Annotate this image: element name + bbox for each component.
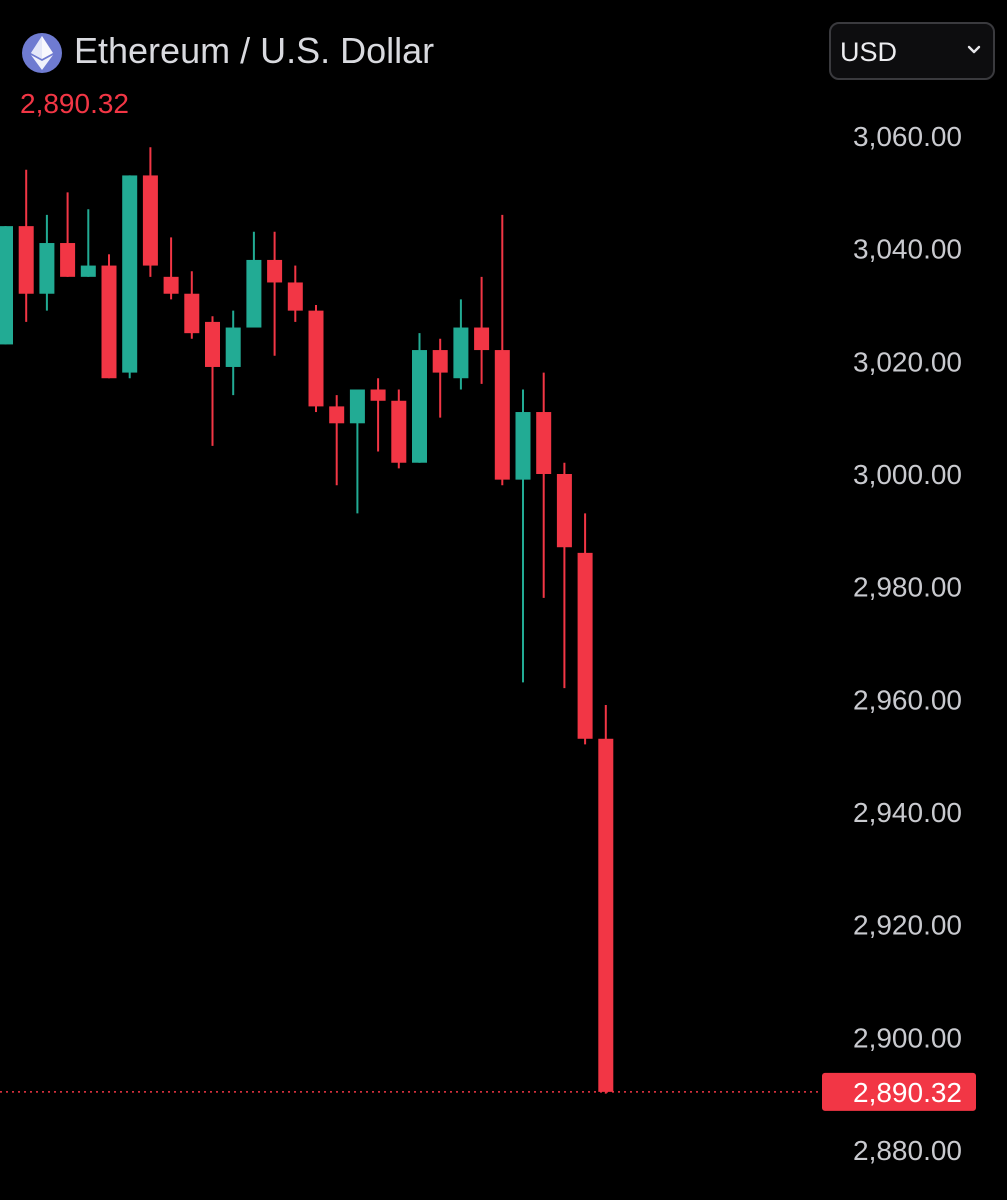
candle-body (515, 412, 531, 480)
candle-body (349, 389, 365, 424)
candle (453, 299, 469, 390)
candle (122, 175, 138, 379)
candle-body (101, 265, 117, 379)
candle-body (225, 327, 241, 367)
candle (598, 704, 614, 1094)
candle (205, 316, 220, 446)
ethereum-icon (22, 33, 62, 73)
y-tick-label: 2,940.00 (853, 797, 962, 828)
candle (370, 378, 386, 452)
candle (432, 338, 448, 418)
candle-body (267, 259, 283, 283)
candle-body (556, 474, 572, 548)
candle (556, 462, 572, 689)
candle-body (39, 243, 55, 294)
candle (494, 214, 510, 486)
candle-body (142, 175, 158, 266)
candle-body (432, 350, 448, 373)
candle-body (308, 310, 324, 407)
candle (60, 192, 76, 277)
candle (80, 209, 96, 277)
candle (267, 231, 283, 356)
last-price-badge-label: 2,890.32 (853, 1077, 962, 1108)
candle-body (80, 265, 96, 277)
chart-header: Ethereum / U.S. Dollar 2,890.32 USD (0, 0, 1007, 120)
candle (577, 513, 593, 745)
y-tick-label: 3,040.00 (853, 234, 962, 265)
chevron-down-icon (967, 45, 981, 54)
candle-body (329, 406, 345, 424)
y-tick-label: 2,880.00 (853, 1135, 962, 1166)
candle-body (60, 243, 76, 277)
candle-body (370, 389, 386, 401)
y-tick-label: 2,920.00 (853, 910, 962, 941)
y-tick-label: 2,900.00 (853, 1022, 962, 1053)
y-tick-label: 2,980.00 (853, 572, 962, 603)
y-tick-label: 3,060.00 (853, 121, 962, 152)
candle (18, 169, 34, 322)
candle (163, 237, 179, 300)
candle (329, 395, 345, 486)
candle (308, 305, 324, 413)
candle-body (412, 350, 427, 463)
candle (536, 372, 552, 598)
candle (412, 333, 427, 463)
candle-body (246, 259, 262, 328)
candle-body (205, 321, 220, 367)
candle (391, 389, 407, 469)
last-price-badge (822, 1072, 976, 1111)
candle (246, 231, 262, 328)
candle (184, 271, 200, 339)
candle (0, 226, 13, 345)
candle-body (18, 226, 34, 294)
candle-body (474, 327, 490, 351)
candle (225, 310, 241, 396)
candle-body (598, 738, 614, 1092)
candle (101, 254, 117, 379)
y-tick-label: 3,020.00 (853, 346, 962, 377)
candle-body (122, 175, 138, 373)
currency-select[interactable]: USD (829, 22, 995, 80)
candle-body (453, 327, 469, 379)
currency-select-value: USD (840, 37, 898, 67)
candle-body (163, 276, 179, 294)
price-axis: 3,060.00 3,040.00 3,020.00 3,000.00 2,980.00… (0, 121, 976, 1166)
candle (349, 389, 365, 514)
candle (515, 389, 531, 683)
candle-body (184, 293, 200, 334)
candle (142, 147, 158, 277)
candle (287, 265, 303, 322)
candle-body (287, 282, 303, 311)
candlestick-series (0, 147, 614, 1094)
candle-body (0, 226, 13, 345)
candle (474, 276, 490, 384)
candle-body (577, 552, 593, 739)
last-price-value: 2,890.32 (20, 88, 129, 119)
y-tick-label: 3,000.00 (853, 459, 962, 490)
candle-body (536, 412, 552, 474)
candle (39, 214, 55, 311)
y-tick-label: 2,960.00 (853, 684, 962, 715)
symbol-title: Ethereum / U.S. Dollar (74, 30, 435, 71)
candle-body (494, 350, 510, 480)
candle-body (391, 400, 407, 463)
